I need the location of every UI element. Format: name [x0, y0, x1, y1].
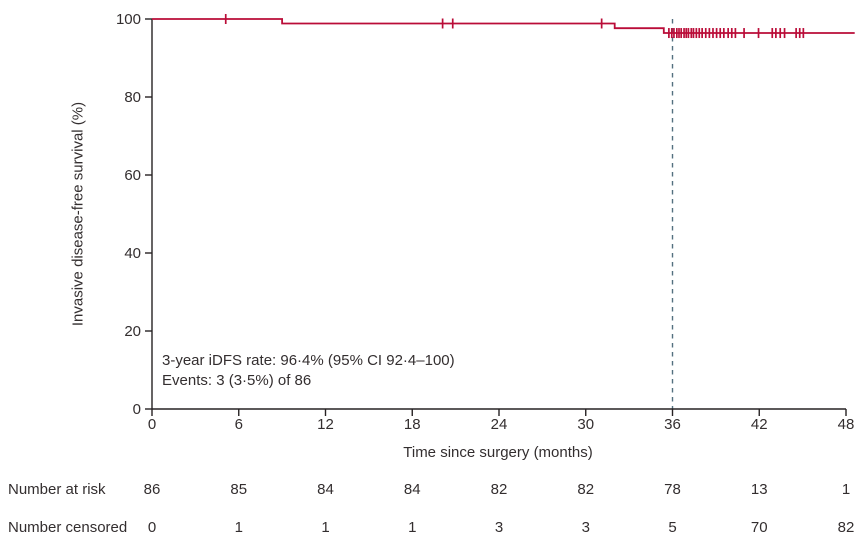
number-censored-value: 70: [751, 519, 768, 536]
number-at-risk-value: 82: [577, 481, 594, 498]
y-tick-label: 20: [124, 323, 141, 340]
x-axis-title: Time since surgery (months): [403, 444, 593, 461]
number-at-risk-value: 13: [751, 481, 768, 498]
number-censored-value: 5: [668, 519, 676, 536]
x-tick-label: 30: [577, 416, 594, 433]
survival-step-curve: [152, 18, 855, 34]
number-censored-value: 0: [148, 519, 156, 536]
number-at-risk-label: Number at risk: [8, 481, 106, 498]
number-censored-value: 1: [321, 519, 329, 536]
x-tick-label: 0: [148, 416, 156, 433]
y-tick-label: 0: [133, 401, 141, 418]
annotation-events: Events: 3 (3·5%) of 86: [162, 372, 312, 389]
y-tick-label: 40: [124, 245, 141, 262]
y-axis-title: Invasive disease-free survival (%): [69, 101, 87, 327]
number-at-risk-value: 78: [664, 481, 681, 498]
y-tick-label: 100: [116, 11, 141, 28]
number-at-risk-value: 84: [317, 481, 334, 498]
number-censored-label: Number censored: [8, 519, 128, 536]
x-tick-label: 42: [751, 416, 768, 433]
number-censored-value: 82: [838, 519, 855, 536]
x-tick-label: 24: [491, 416, 508, 433]
number-censored-value: 3: [582, 519, 590, 536]
annotation-idfs-rate: 3-year iDFS rate: 96·4% (95% CI 92·4–100…: [162, 352, 455, 369]
x-tick-label: 6: [235, 416, 243, 433]
x-tick-label: 36: [664, 416, 681, 433]
number-censored-value: 1: [408, 519, 416, 536]
x-tick-label: 18: [404, 416, 421, 433]
x-tick-label: 48: [838, 416, 855, 433]
number-at-risk-value: 85: [230, 481, 247, 498]
number-at-risk-value: 84: [404, 481, 421, 498]
number-at-risk-value: 1: [842, 481, 850, 498]
x-tick-label: 12: [317, 416, 334, 433]
number-at-risk-value: 82: [491, 481, 508, 498]
number-censored-value: 3: [495, 519, 503, 536]
y-tick-label: 60: [124, 167, 141, 184]
number-censored-value: 1: [235, 519, 243, 536]
y-tick-label: 80: [124, 89, 141, 106]
number-at-risk-value: 86: [144, 481, 161, 498]
